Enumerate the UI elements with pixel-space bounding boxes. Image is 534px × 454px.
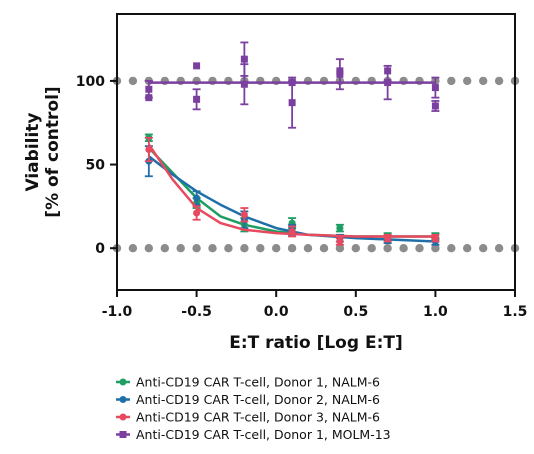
series-4 bbox=[144, 41, 440, 129]
legend-item-1: Anti-CD19 CAR T-cell, Donor 1, NALM-6 bbox=[116, 375, 380, 390]
data-point bbox=[145, 85, 153, 93]
y-tick-label: 100 bbox=[76, 74, 105, 90]
data-point bbox=[240, 80, 248, 88]
reference-dot-0 bbox=[351, 244, 360, 253]
reference-dot-100 bbox=[463, 76, 472, 86]
legend-swatch-marker bbox=[119, 396, 127, 403]
y-tick-label: 0 bbox=[95, 241, 105, 257]
legend-swatch-marker bbox=[119, 413, 127, 421]
data-point bbox=[431, 84, 439, 92]
data-point bbox=[336, 224, 344, 232]
reference-dot-0 bbox=[367, 244, 376, 253]
legend-label: Anti-CD19 CAR T-cell, Donor 1, MOLM-13 bbox=[136, 427, 391, 442]
x-tick-label: -0.5 bbox=[181, 304, 212, 320]
y-axis-title-line-1: Viability bbox=[23, 112, 43, 191]
reference-dot-0 bbox=[128, 244, 138, 253]
legend-item-4: Anti-CD19 CAR T-cell, Donor 1, MOLM-13 bbox=[116, 427, 391, 442]
reference-dot-0 bbox=[176, 244, 185, 253]
reference-dot-0 bbox=[272, 244, 281, 253]
reference-dot-100 bbox=[128, 76, 138, 86]
x-tick-label: 0.5 bbox=[343, 304, 368, 320]
reference-dot-100 bbox=[494, 76, 504, 86]
reference-dot-0 bbox=[447, 244, 456, 253]
data-point bbox=[240, 211, 248, 219]
axis-ticks: -1.0 -0.5 0.0 0.5 1.0 1.5 0 50 100 bbox=[76, 74, 528, 320]
reference-dot-0 bbox=[240, 244, 249, 253]
data-point bbox=[288, 99, 296, 107]
y-axis-title-line-2: [% of control] bbox=[43, 86, 63, 217]
data-point bbox=[193, 209, 201, 217]
y-axis-title: Viability [% of control] bbox=[23, 86, 63, 217]
reference-dot-0 bbox=[208, 244, 217, 253]
reference-dot-0 bbox=[335, 244, 345, 253]
series-3 bbox=[144, 136, 440, 246]
x-tick-label: 1.0 bbox=[423, 304, 448, 320]
legend-label: Anti-CD19 CAR T-cell, Donor 3, NALM-6 bbox=[136, 410, 380, 425]
data-point bbox=[336, 67, 344, 75]
data-point bbox=[288, 227, 296, 235]
plot-frame bbox=[116, 13, 516, 291]
reference-dot-0 bbox=[479, 244, 488, 253]
data-point bbox=[145, 145, 153, 153]
reference-dot-0 bbox=[431, 244, 440, 253]
data-point bbox=[384, 234, 392, 242]
reference-dot-0 bbox=[463, 244, 472, 253]
reference-dot-0 bbox=[494, 244, 504, 253]
legend-label: Anti-CD19 CAR T-cell, Donor 1, NALM-6 bbox=[136, 375, 380, 390]
data-point bbox=[193, 95, 201, 103]
reference-dot-0 bbox=[287, 244, 297, 253]
x-tick-label: 0.0 bbox=[264, 304, 289, 320]
y-tick-label: 50 bbox=[86, 158, 106, 174]
data-point bbox=[193, 62, 201, 70]
fit-curve bbox=[147, 143, 436, 238]
legend-item-3: Anti-CD19 CAR T-cell, Donor 3, NALM-6 bbox=[116, 410, 380, 425]
legend-swatch-marker bbox=[119, 378, 127, 386]
plot-area bbox=[112, 41, 520, 253]
legend-label: Anti-CD19 CAR T-cell, Donor 2, NALM-6 bbox=[136, 392, 380, 407]
legend-swatch-marker bbox=[119, 431, 127, 438]
x-tick-label: -1.0 bbox=[102, 304, 133, 320]
data-point bbox=[193, 194, 201, 202]
legend-item-2: Anti-CD19 CAR T-cell, Donor 2, NALM-6 bbox=[116, 392, 380, 407]
data-point bbox=[384, 67, 392, 75]
reference-dot-0 bbox=[192, 244, 201, 253]
x-tick-label: 1.5 bbox=[503, 304, 528, 320]
legend: Anti-CD19 CAR T-cell, Donor 1, NALM-6 Ant… bbox=[116, 375, 391, 442]
data-point bbox=[240, 55, 248, 63]
x-axis-title: E:T ratio [Log E:T] bbox=[229, 333, 402, 353]
reference-dot-0 bbox=[256, 244, 265, 253]
reference-dot-0 bbox=[415, 244, 424, 253]
data-point bbox=[431, 102, 439, 110]
data-point bbox=[145, 94, 153, 102]
reference-dot-0 bbox=[224, 244, 233, 253]
reference-dot-100 bbox=[447, 76, 456, 86]
reference-dot-0 bbox=[160, 244, 169, 253]
data-point bbox=[384, 79, 392, 87]
reference-dot-0 bbox=[303, 244, 313, 253]
reference-dot-0 bbox=[399, 244, 408, 253]
data-point bbox=[431, 234, 439, 242]
reference-dot-0 bbox=[144, 244, 153, 253]
reference-dot-0 bbox=[383, 244, 392, 253]
data-point bbox=[336, 237, 344, 245]
reference-dot-100 bbox=[479, 76, 488, 86]
reference-dot-0 bbox=[319, 244, 329, 253]
